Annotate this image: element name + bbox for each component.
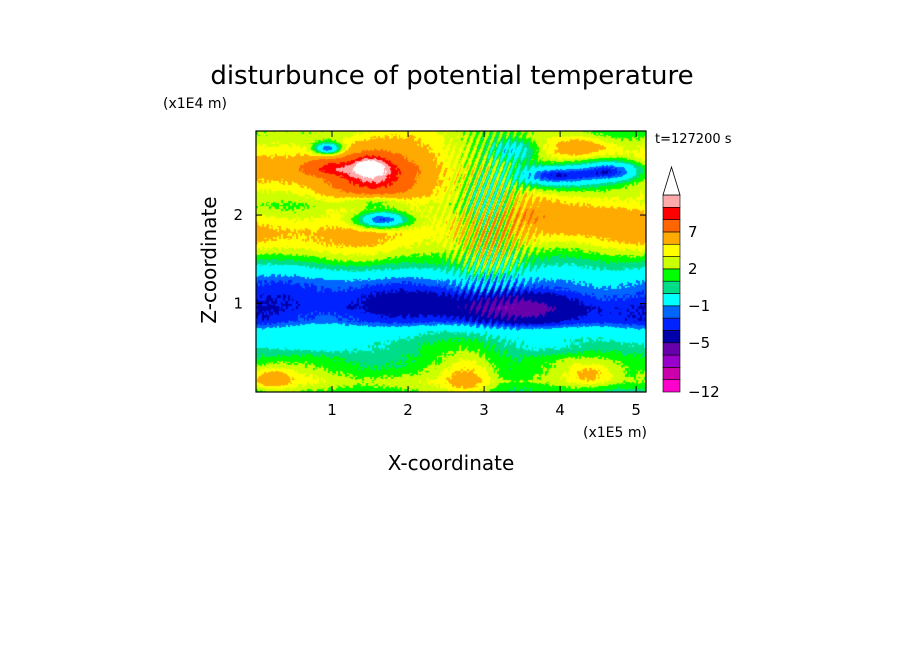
colorbar-swatch: [662, 317, 681, 331]
colorbar-swatch: [662, 379, 681, 393]
y-scale-label: (x1E4 m): [163, 96, 227, 112]
chart-title: disturbunce of potential temperature: [210, 61, 693, 91]
colorbar-tick-label: 2: [688, 260, 698, 278]
colorbar-tick-label: −1: [688, 297, 710, 315]
plot-frame: [255, 130, 647, 393]
colorbar-swatch: [662, 194, 681, 208]
colorbar-tick-label: 7: [688, 223, 698, 241]
colorbar-swatch: [662, 367, 681, 380]
colorbar-swatch: [662, 330, 681, 344]
colorbar-swatch: [662, 219, 681, 233]
y-tick-label: 1: [233, 295, 243, 313]
x-tick-label: 5: [631, 401, 641, 419]
x-tick-label: 2: [403, 401, 413, 419]
colorbar-swatch: [662, 280, 681, 294]
colorbar-swatch: [662, 268, 681, 282]
heatmap-field: [256, 131, 646, 392]
colorbar-tick-label: −12: [688, 383, 720, 401]
x-axis-title: X-coordinate: [388, 451, 515, 475]
x-axis: 1 2 3 4 5: [327, 131, 641, 419]
x-tick-label: 1: [327, 401, 337, 419]
x-tick-label: 3: [479, 401, 489, 419]
colorbar-swatch: [662, 243, 681, 257]
colorbar-extend-arrow: [662, 165, 681, 196]
colorbar-swatch: [662, 293, 681, 307]
colorbar-swatch: [662, 342, 681, 356]
colorbar-tick-label: −5: [688, 334, 710, 352]
y-axis: 12: [233, 206, 646, 313]
colorbar-swatch: [662, 305, 681, 319]
colorbar: −12−5−127: [662, 165, 720, 401]
y-axis-title: Z-coordinate: [197, 196, 221, 323]
colorbar-swatch: [662, 231, 681, 245]
plot-area: [255, 130, 647, 393]
x-tick-label: 4: [555, 401, 565, 419]
colorbar-swatch: [662, 207, 681, 220]
colorbar-swatch: [662, 256, 681, 270]
colorbar-swatch: [662, 354, 681, 368]
y-tick-label: 2: [233, 206, 243, 224]
x-scale-label: (x1E5 m): [583, 425, 647, 441]
time-label: t=127200 s: [655, 132, 732, 147]
